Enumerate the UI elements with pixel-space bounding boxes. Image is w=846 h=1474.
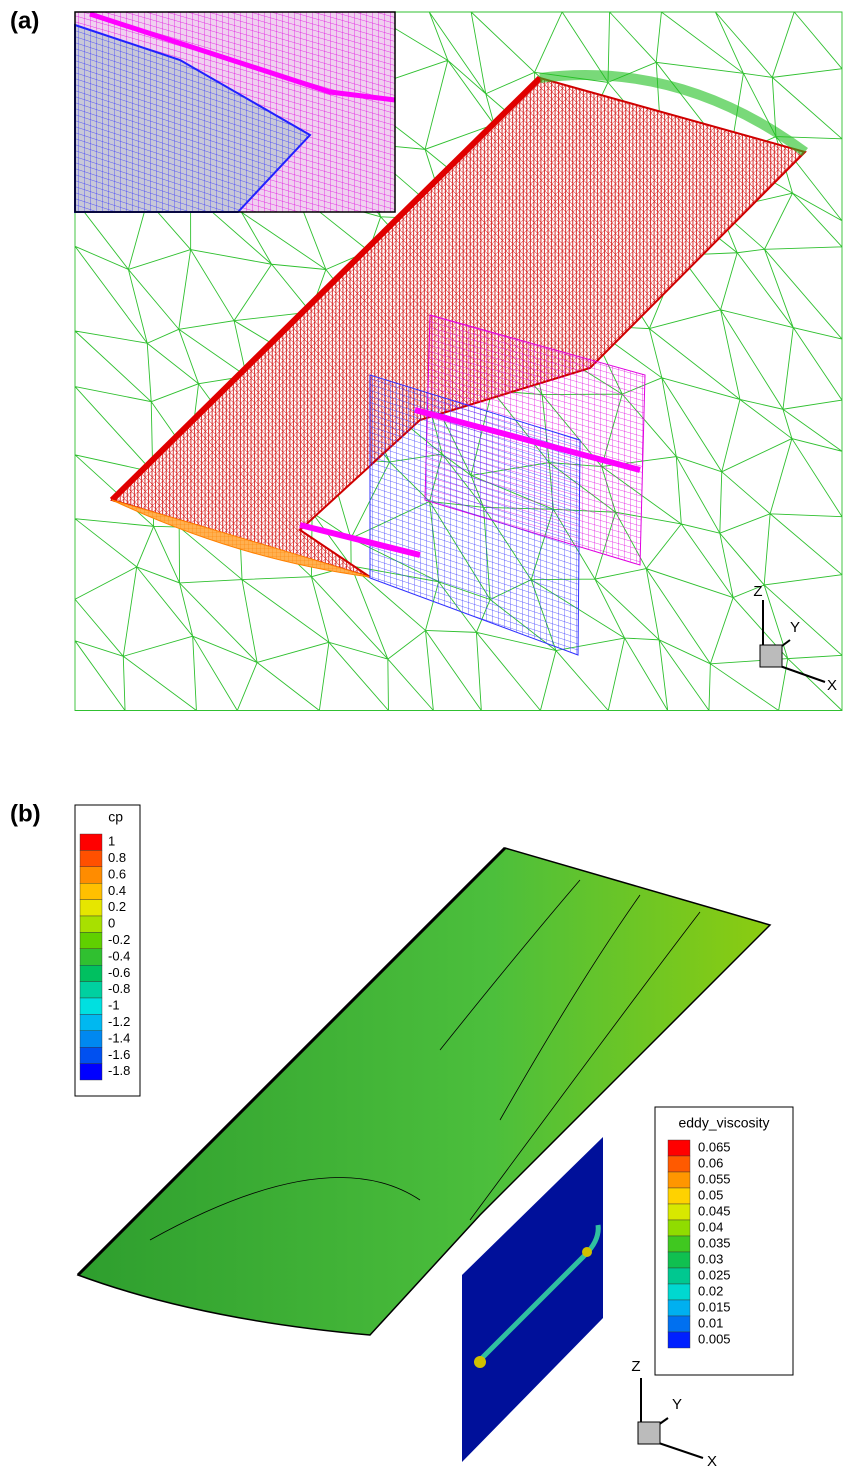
legend-swatch (80, 998, 102, 1014)
legend-label: -1.2 (108, 1014, 130, 1029)
legend-swatch (80, 834, 102, 850)
legend-label: 0.01 (698, 1315, 723, 1330)
legend-swatch (80, 1031, 102, 1047)
axis-label: Y (672, 1396, 682, 1413)
legend-swatch (80, 1064, 102, 1080)
axis-label: X (707, 1453, 717, 1469)
legend-swatch (80, 883, 102, 899)
legend-label: 0.2 (108, 899, 126, 914)
legend-label: 0.04 (698, 1219, 723, 1234)
legend-label: 0.06 (698, 1155, 723, 1170)
vortex (582, 1247, 592, 1257)
legend-label: 0 (108, 916, 115, 931)
legend-label: 0.6 (108, 866, 126, 881)
legend-swatch (80, 1047, 102, 1063)
panel-label: (a) (10, 7, 39, 34)
legend-swatch (80, 982, 102, 998)
legend-swatch (668, 1300, 690, 1316)
axis-label: Y (790, 619, 800, 636)
legend-swatch (668, 1204, 690, 1220)
legend-swatch (80, 900, 102, 916)
legend-swatch (668, 1172, 690, 1188)
legend-label: -1.8 (108, 1063, 130, 1078)
legend-label: 0.045 (698, 1203, 731, 1218)
inset (75, 12, 395, 212)
legend-swatch (80, 949, 102, 965)
legend-label: 0.055 (698, 1171, 731, 1186)
legend-label: -0.4 (108, 948, 130, 963)
legend-label: 0.4 (108, 883, 126, 898)
legend-swatch (80, 965, 102, 981)
legend-swatch (668, 1284, 690, 1300)
legend-label: -1 (108, 998, 120, 1013)
legend-label: 0.065 (698, 1139, 731, 1154)
axis-triad: Z Y X (753, 583, 837, 694)
axis-label: Z (631, 1358, 640, 1375)
legend-swatch (668, 1332, 690, 1348)
legend-label: -0.8 (108, 981, 130, 996)
legend-label: -0.6 (108, 965, 130, 980)
legend-title: cp (108, 809, 123, 825)
legend-label: -0.2 (108, 932, 130, 947)
triad-cube (638, 1422, 660, 1444)
legend-swatch (668, 1316, 690, 1332)
legend-swatch (668, 1236, 690, 1252)
axis-label: X (827, 677, 837, 694)
legend-swatch (668, 1188, 690, 1204)
triad-lines (641, 1378, 703, 1458)
vortex (474, 1356, 486, 1368)
legend-swatch (668, 1268, 690, 1284)
legend-label: -1.6 (108, 1047, 130, 1062)
legend-label: 0.02 (698, 1283, 723, 1298)
legend-swatch (668, 1140, 690, 1156)
legend-label: 0.035 (698, 1235, 731, 1250)
legend-swatch (80, 867, 102, 883)
legend-label: 0.005 (698, 1331, 731, 1346)
legend-swatch (668, 1220, 690, 1236)
legend-swatch (668, 1156, 690, 1172)
legend-swatch (80, 916, 102, 932)
legend-label: 0.8 (108, 850, 126, 865)
figure: (a) Z Y X (b) cp 10.80.6 0.40.2 0-0.2-0.4 -0… (0, 0, 846, 1469)
legend-swatch (80, 1014, 102, 1030)
legend-label: -1.4 (108, 1030, 130, 1045)
legend-swatch (80, 850, 102, 866)
legend-label: 1 (108, 834, 115, 849)
legend-title: eddy_viscosity (678, 1115, 769, 1131)
axis-label: Z (753, 583, 762, 600)
legend-label: 0.015 (698, 1299, 731, 1314)
legend-swatch (80, 932, 102, 948)
legend-label: 0.03 (698, 1251, 723, 1266)
legend-label: 0.05 (698, 1187, 723, 1202)
legend-swatch (668, 1252, 690, 1268)
panel-label: (b) (10, 800, 41, 827)
legend-label: 0.025 (698, 1267, 731, 1282)
triad-cube (760, 645, 782, 667)
